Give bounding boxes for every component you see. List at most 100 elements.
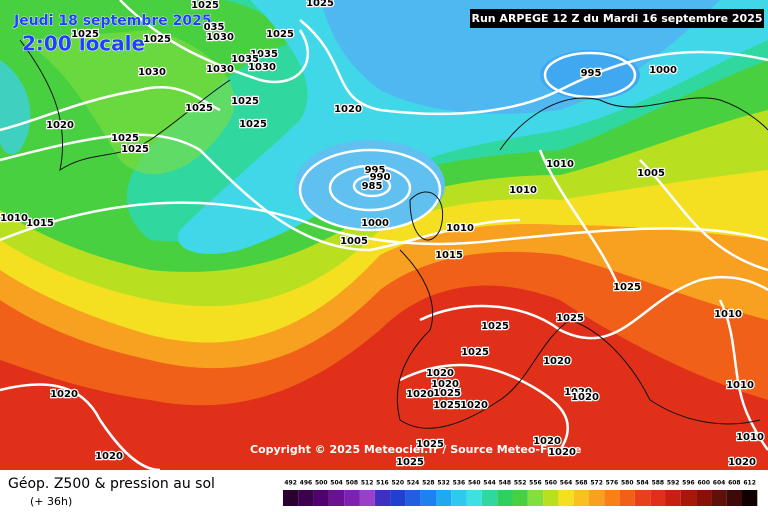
legend-label: 564	[560, 480, 573, 487]
legend-label: 604	[713, 480, 726, 487]
isobar-label: 1020	[50, 389, 78, 400]
isobar	[328, 164, 412, 212]
isobar-label: 990	[370, 172, 391, 183]
legend-label: 524	[407, 480, 420, 487]
legend-swatch	[313, 490, 329, 506]
isobar-label: 1020	[548, 447, 576, 458]
isobar-label: 1010	[726, 380, 754, 391]
isobar-label: 1010	[736, 432, 764, 443]
isobar	[639, 159, 768, 272]
isobar-label: 1025	[396, 457, 424, 468]
isobar	[119, 0, 310, 84]
legend-label: 516	[376, 480, 389, 487]
isobar-label: 1010	[0, 213, 28, 224]
isobar	[298, 148, 442, 232]
legend-swatch	[634, 490, 651, 506]
legend-label: 572	[590, 480, 603, 487]
isobar	[0, 383, 161, 472]
isobar	[419, 275, 768, 340]
isobars	[0, 0, 768, 472]
isobar-label: 1000	[649, 65, 677, 76]
isobar-label: 1020	[460, 400, 488, 411]
isobar	[352, 174, 392, 198]
legend-swatch	[328, 490, 345, 506]
isobar-label: 995	[365, 165, 386, 176]
legend-swatch	[573, 490, 589, 506]
isobar-label: 1025	[185, 103, 213, 114]
band	[320, 0, 720, 114]
legend-label: 612	[743, 480, 756, 487]
legend-label: 492	[284, 480, 297, 487]
isobar-label: 1020	[533, 436, 561, 447]
legend-swatch	[390, 490, 406, 506]
isobar-label: 1010	[714, 309, 742, 320]
isobar-label: 1020	[406, 389, 434, 400]
footer-title: Géop. Z500 & pression au sol	[8, 476, 215, 492]
date: Jeudi 18 septembre 2025	[13, 13, 212, 29]
legend-label: 500	[315, 480, 328, 487]
isobar	[718, 299, 768, 451]
coastline	[409, 191, 444, 241]
legend-label: 540	[468, 480, 481, 487]
isobar-label: 1025	[433, 400, 461, 411]
legend-label: 560	[544, 480, 557, 487]
legend-swatch	[374, 490, 391, 506]
legend-label: 596	[682, 480, 695, 487]
isobar-label: 1020	[431, 379, 459, 390]
legend-label: 512	[361, 480, 374, 487]
legend-swatch	[466, 490, 482, 506]
legend-swatch	[512, 490, 528, 506]
isobar-label: 1020	[46, 120, 74, 131]
legend-label: 548	[499, 480, 512, 487]
isobar-label: 035	[204, 22, 225, 33]
depression	[295, 140, 445, 230]
isobar-label: 1020	[95, 451, 123, 462]
isobar-label: 1005	[637, 168, 665, 179]
isobar-label: 1005	[340, 236, 368, 247]
isobar-label: 1025	[143, 34, 171, 45]
isobar-label: 1025	[71, 29, 99, 40]
isobar-label: 1020	[543, 356, 571, 367]
isobar-label: 1025	[121, 144, 149, 155]
isobar-label: 1035	[250, 49, 278, 60]
isobar-label: 1025	[556, 313, 584, 324]
legend-label: 580	[621, 480, 634, 487]
isobar-label: 1025	[191, 0, 219, 11]
band	[20, 30, 235, 175]
legend-swatch	[420, 490, 436, 506]
isobar-label: 1025	[613, 282, 641, 293]
isobar-label: 1030	[206, 32, 234, 43]
isobar-label: 1025	[239, 119, 267, 130]
legend-swatch	[298, 490, 314, 506]
isobar-label: 1020	[334, 104, 362, 115]
legend-label: 608	[728, 480, 741, 487]
isobar-label: 1010	[509, 185, 537, 196]
legend-swatch	[344, 490, 360, 506]
legend-swatch	[589, 490, 605, 506]
isobar-label: 1025	[461, 347, 489, 358]
legend-label: 520	[391, 480, 404, 487]
isobar-label: 1025	[481, 321, 509, 332]
band	[0, 60, 31, 155]
legend-swatch	[436, 490, 452, 506]
legend-swatch	[527, 490, 544, 506]
legend-swatch	[742, 490, 758, 506]
legend-label: 536	[453, 480, 466, 487]
legend-label: 576	[606, 480, 619, 487]
isobar-label: 1030	[248, 62, 276, 73]
isobar	[299, 19, 768, 116]
isobar-label: 1020	[728, 457, 756, 468]
isobar-label: 1010	[446, 223, 474, 234]
legend-label: 544	[483, 480, 496, 487]
legend-swatch	[619, 490, 635, 506]
legend-label: 552	[514, 480, 527, 487]
legend-label: 588	[652, 480, 665, 487]
legend-swatch	[711, 490, 727, 506]
legend-label: 592	[667, 480, 680, 487]
legend-label: 556	[529, 480, 542, 487]
legend-label: 496	[300, 480, 313, 487]
legend-label: 508	[346, 480, 359, 487]
isobar-label: 985	[362, 181, 383, 192]
